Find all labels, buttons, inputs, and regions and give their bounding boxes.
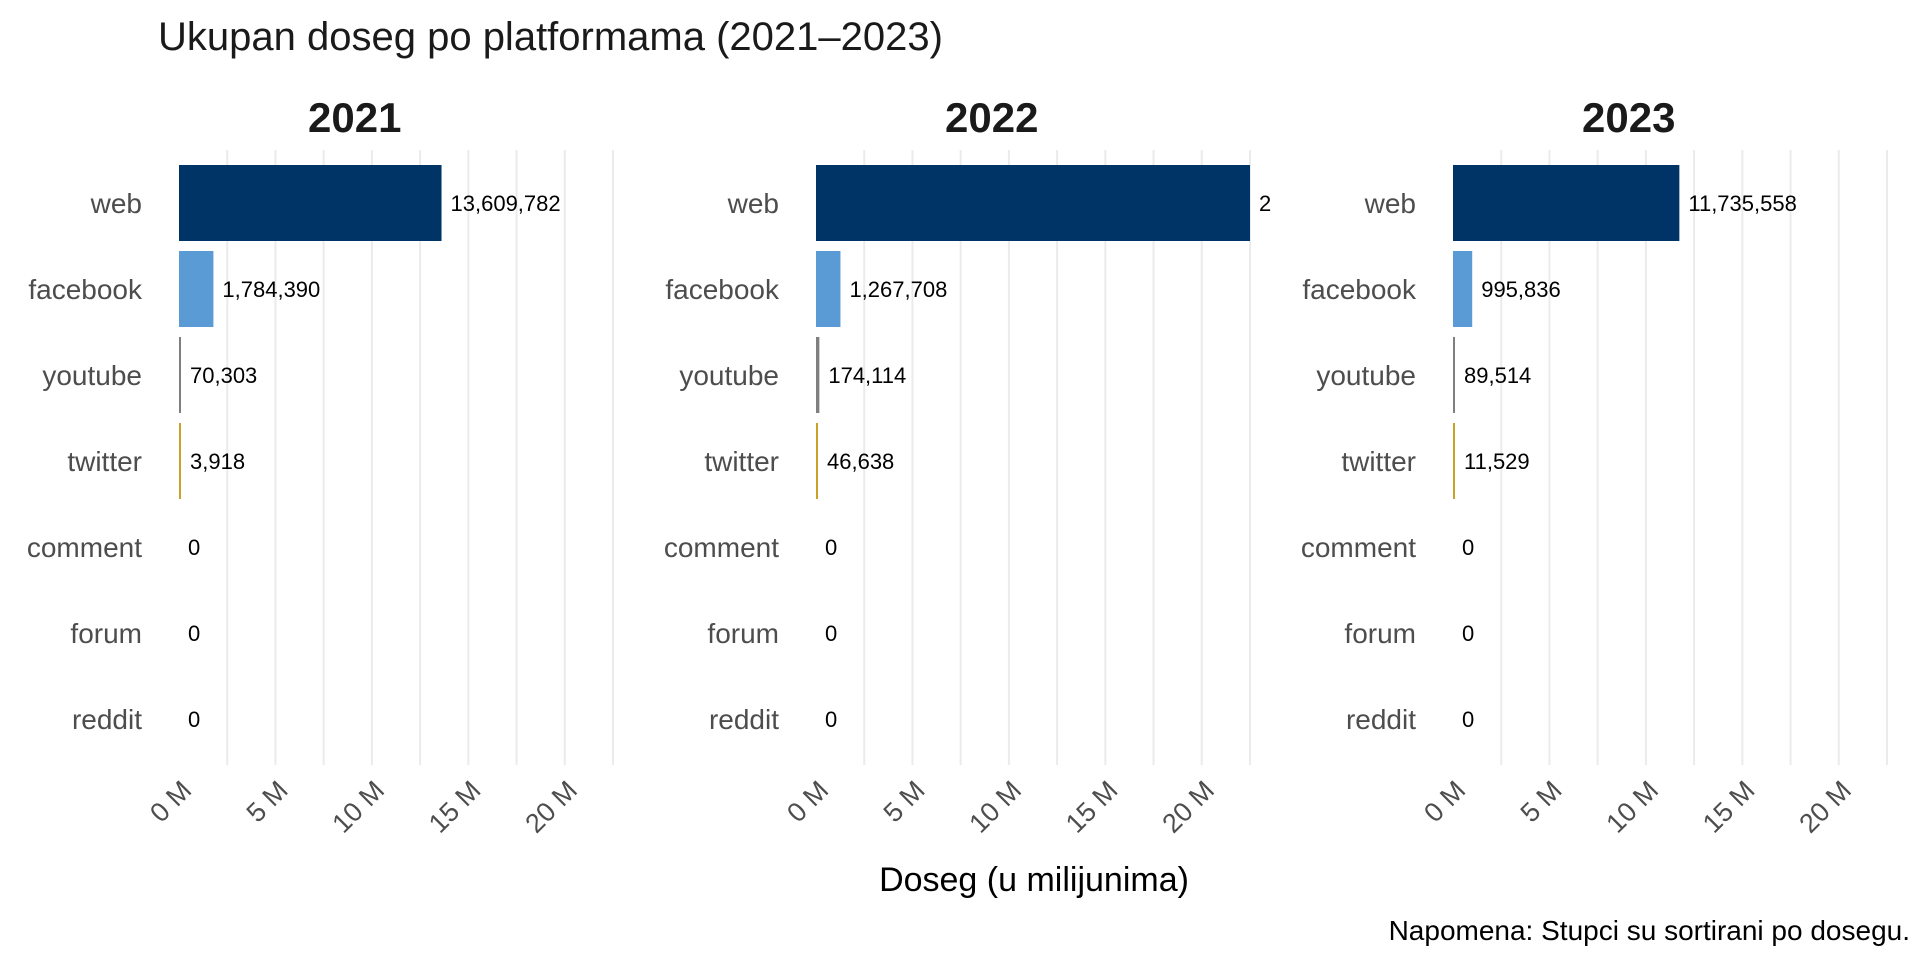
category-label-youtube: youtube — [1316, 360, 1416, 391]
value-label-youtube: 174,114 — [828, 363, 906, 388]
bar-youtube — [1453, 337, 1455, 413]
bar-twitter — [179, 423, 181, 499]
value-label-reddit: 0 — [825, 707, 837, 732]
x-tick-label: 0 M — [781, 775, 834, 828]
value-label-facebook: 1,784,390 — [222, 277, 320, 302]
category-label-twitter: twitter — [704, 446, 779, 477]
x-tick-label: 5 M — [241, 775, 294, 828]
value-label-twitter: 11,529 — [1464, 449, 1530, 474]
category-label-twitter: twitter — [67, 446, 142, 477]
bar-facebook — [816, 251, 841, 327]
value-label-facebook: 1,267,708 — [849, 277, 947, 302]
value-label-web: 13,609,782 — [451, 191, 561, 216]
chart-title: Ukupan doseg po platformama (2021–2023) — [158, 15, 943, 59]
category-label-reddit: reddit — [72, 704, 142, 735]
bar-web — [816, 165, 1250, 241]
facet-panel-2021: 2021 web 13,609,782 facebook 1,784,390 youtub… — [27, 94, 614, 839]
category-label-web: web — [1364, 188, 1416, 219]
value-label-youtube: 89,514 — [1464, 363, 1531, 388]
category-label-forum: forum — [70, 618, 142, 649]
bar-web — [179, 165, 442, 241]
x-tick-label: 10 M — [326, 775, 390, 839]
x-tick-label: 0 M — [144, 775, 197, 828]
category-label-youtube: youtube — [42, 360, 142, 391]
value-label-twitter: 3,918 — [190, 449, 245, 474]
category-label-comment: comment — [1301, 532, 1416, 563]
value-label-comment: 0 — [825, 535, 837, 560]
category-label-facebook: facebook — [28, 274, 143, 305]
x-tick-label: 20 M — [1793, 775, 1857, 839]
x-tick-label: 20 M — [1156, 775, 1220, 839]
x-tick-label: 15 M — [423, 775, 487, 839]
value-label-comment: 0 — [188, 535, 200, 560]
bar-twitter — [1453, 423, 1455, 499]
facet-title: 2022 — [945, 94, 1038, 141]
value-label-web: 2 — [1259, 191, 1271, 216]
chart-caption: Napomena: Stupci su sortirani po dosegu. — [1389, 915, 1910, 946]
category-label-forum: forum — [707, 618, 779, 649]
x-tick-label: 10 M — [963, 775, 1027, 839]
x-tick-label: 15 M — [1697, 775, 1761, 839]
value-label-web: 11,735,558 — [1688, 191, 1796, 216]
bar-youtube — [816, 337, 820, 413]
value-label-forum: 0 — [188, 621, 200, 646]
value-label-forum: 0 — [825, 621, 837, 646]
category-label-comment: comment — [27, 532, 142, 563]
x-tick-label: 5 M — [1515, 775, 1568, 828]
category-label-twitter: twitter — [1341, 446, 1416, 477]
bar-facebook — [1453, 251, 1473, 327]
bar-facebook — [179, 251, 214, 327]
facet-panels: 2021 web 13,609,782 facebook 1,784,390 youtub… — [27, 94, 1888, 839]
x-tick-label: 20 M — [519, 775, 583, 839]
category-label-comment: comment — [664, 532, 779, 563]
value-label-facebook: 995,836 — [1481, 277, 1561, 302]
category-label-web: web — [90, 188, 142, 219]
value-label-youtube: 70,303 — [190, 363, 257, 388]
category-label-youtube: youtube — [679, 360, 779, 391]
facet-title: 2021 — [308, 94, 401, 141]
value-label-reddit: 0 — [1462, 707, 1474, 732]
x-tick-label: 15 M — [1060, 775, 1124, 839]
bar-twitter — [816, 423, 818, 499]
x-tick-label: 0 M — [1418, 775, 1471, 828]
value-label-comment: 0 — [1462, 535, 1474, 560]
x-axis-title: Doseg (u milijunima) — [879, 861, 1189, 899]
value-label-forum: 0 — [1462, 621, 1474, 646]
bar-youtube — [179, 337, 181, 413]
category-label-facebook: facebook — [1302, 274, 1417, 305]
bar-web — [1453, 165, 1680, 241]
category-label-facebook: facebook — [665, 274, 780, 305]
value-label-twitter: 46,638 — [827, 449, 894, 474]
category-label-reddit: reddit — [1346, 704, 1416, 735]
x-tick-label: 10 M — [1600, 775, 1664, 839]
x-tick-label: 5 M — [878, 775, 931, 828]
value-label-reddit: 0 — [188, 707, 200, 732]
category-label-web: web — [727, 188, 779, 219]
facet-panel-2023: 2023 web 11,735,558 facebook 995,836 youtube 8… — [1301, 94, 1888, 839]
facet-panel-2022: 2022 web 2 facebook 1,267,708 youtube 174,114 t… — [664, 94, 1271, 839]
facet-title: 2023 — [1582, 94, 1675, 141]
category-label-reddit: reddit — [709, 704, 779, 735]
category-label-forum: forum — [1344, 618, 1416, 649]
